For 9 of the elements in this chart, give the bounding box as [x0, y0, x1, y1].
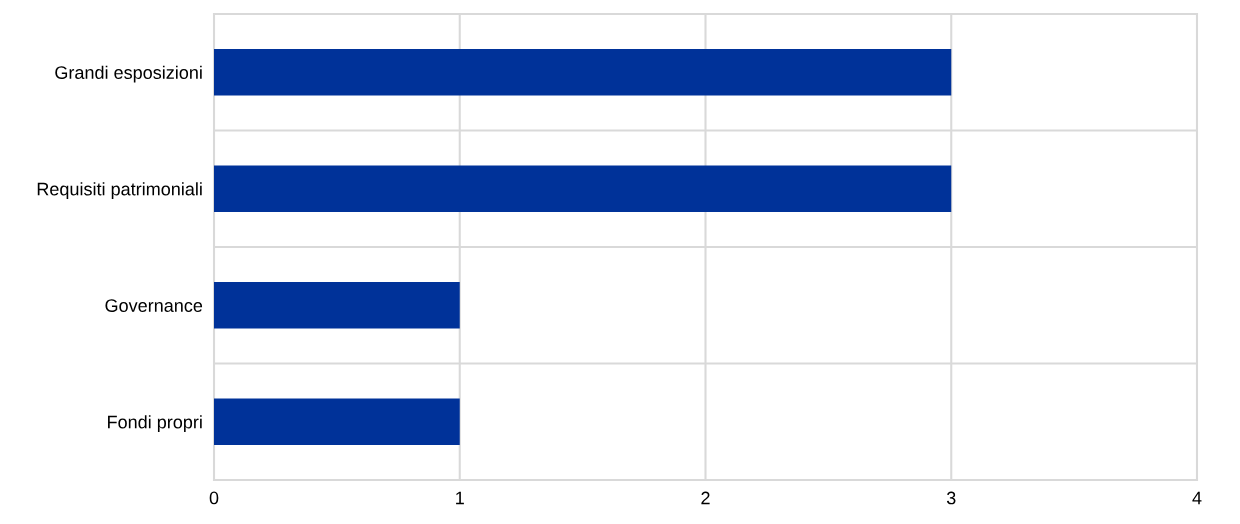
y-tick-label: Fondi propri — [108, 415, 202, 433]
y-tick-label: Grandi esposizioni — [55, 65, 202, 83]
x-tick-label: 2 — [701, 491, 710, 505]
x-tick-label: 4 — [1192, 491, 1202, 505]
x-tick-label: 3 — [946, 491, 956, 505]
y-tick-label: Requisiti patrimoniali — [37, 182, 202, 200]
x-tick-label: 1 — [456, 491, 464, 505]
y-tick-label: Governance — [105, 299, 203, 312]
x-tick-label: 0 — [209, 491, 219, 505]
